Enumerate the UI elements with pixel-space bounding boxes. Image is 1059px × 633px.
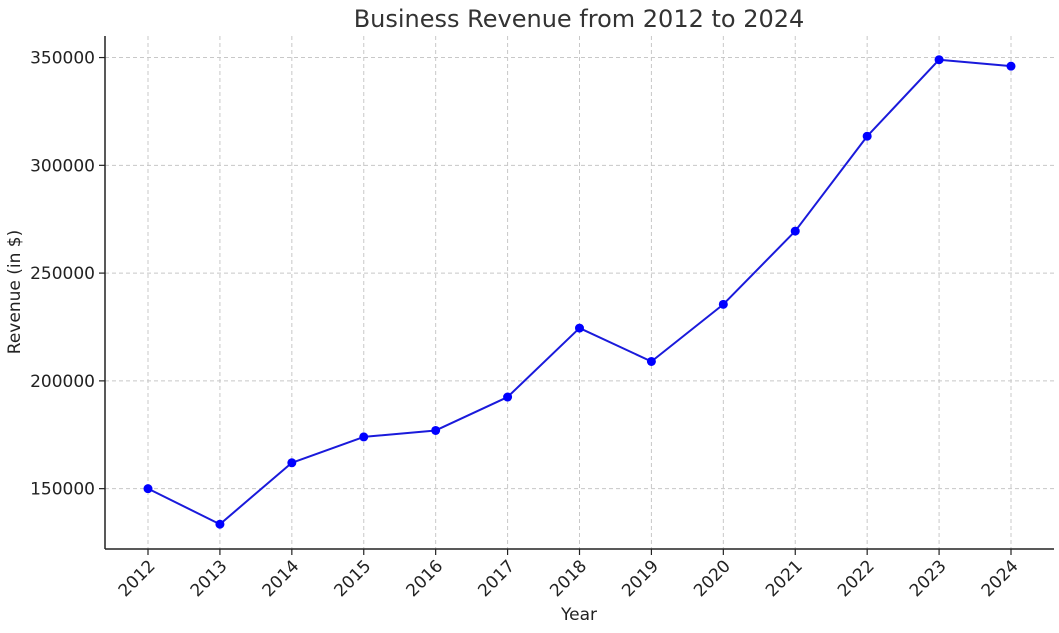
y-tick-label: 250000 [30, 264, 95, 284]
x-tick-label: 2018 [546, 556, 591, 601]
x-tick-label: 2023 [906, 556, 951, 601]
data-point [575, 323, 584, 333]
data-point [1006, 61, 1016, 71]
y-ticks: 150000 200000 250000 300000 350000 [30, 49, 105, 500]
x-ticks: 2012 2013 2014 2015 2016 2017 2018 2019 2020 2021… [115, 549, 1023, 601]
data-point [143, 484, 153, 494]
data-point [431, 425, 441, 435]
x-tick-label: 2012 [115, 556, 160, 601]
data-point [646, 356, 656, 366]
y-tick-label: 350000 [30, 49, 95, 69]
x-axis-label: Year [560, 605, 597, 625]
y-axis-label: Revenue (in $) [5, 230, 25, 354]
x-tick-label: 2021 [762, 556, 807, 601]
x-tick-label: 2020 [690, 556, 735, 601]
data-point [215, 519, 225, 529]
data-point [287, 458, 297, 468]
chart-title: Business Revenue from 2012 to 2024 [354, 5, 805, 33]
data-point [790, 226, 800, 236]
x-tick-label: 2017 [474, 556, 519, 601]
x-tick-label: 2015 [331, 556, 376, 601]
data-point [862, 131, 872, 141]
grid [105, 36, 1054, 549]
x-tick-label: 2019 [618, 556, 663, 601]
x-tick-label: 2022 [834, 556, 879, 601]
y-tick-label: 150000 [30, 480, 95, 500]
y-tick-label: 200000 [30, 372, 95, 392]
y-tick-label: 300000 [30, 156, 95, 176]
data-point [503, 392, 513, 402]
x-tick-label: 2016 [402, 556, 447, 601]
x-tick-label: 2014 [259, 556, 304, 601]
data-point [718, 299, 728, 309]
series [143, 55, 1016, 529]
data-point [934, 55, 944, 65]
x-tick-label: 2024 [978, 556, 1023, 601]
x-tick-label: 2013 [187, 556, 232, 601]
data-point [359, 432, 369, 442]
